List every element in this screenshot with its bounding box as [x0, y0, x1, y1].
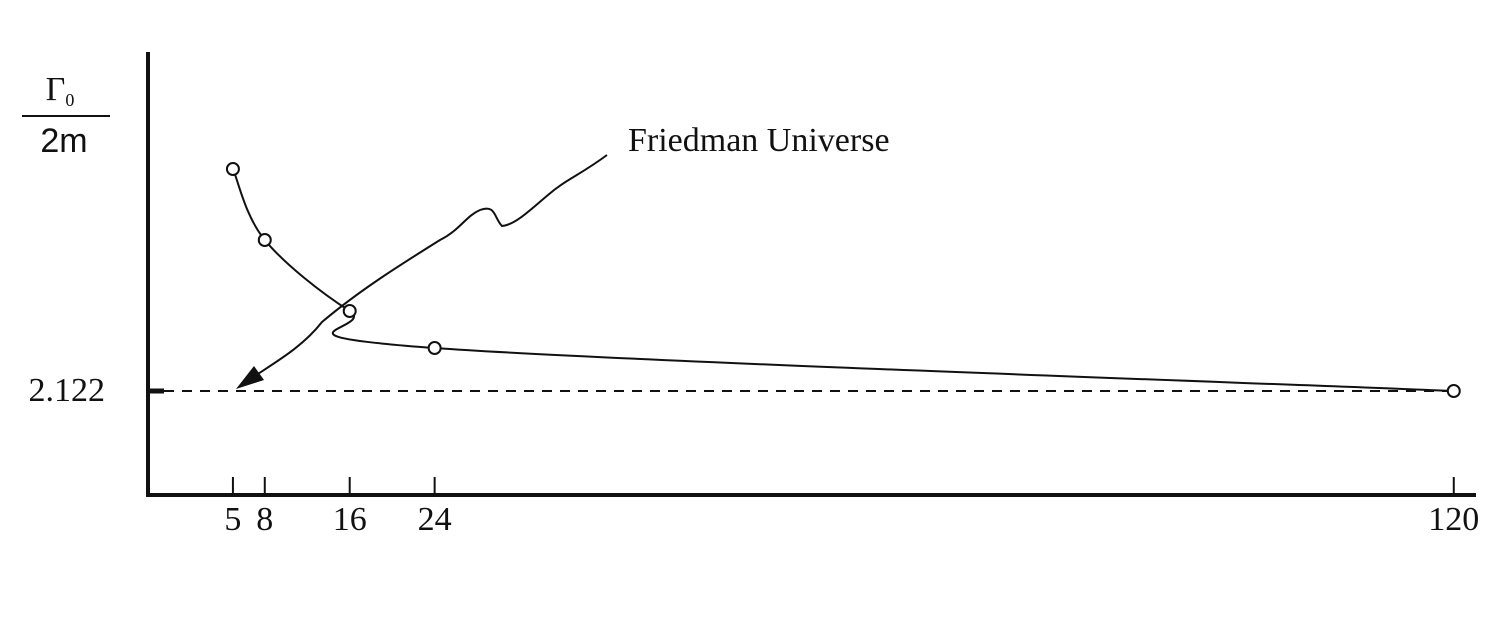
x-tick-label: 24: [418, 501, 452, 538]
y-label-symbol: Γ0: [46, 71, 75, 110]
annotation: Friedman Universe: [628, 122, 890, 159]
x-tick-label: 16: [333, 501, 367, 538]
arrow-head: [236, 366, 264, 389]
data-point: [257, 233, 272, 247]
annotation-arrow: [245, 154, 608, 383]
y-tick-label: 2.122: [29, 372, 106, 409]
data-point: [225, 162, 240, 176]
data-point: [1446, 384, 1461, 398]
data-point: [342, 304, 357, 318]
y-label-denominator: 2m: [40, 122, 87, 160]
x-tick-label: 120: [1428, 501, 1479, 538]
x-tick-label: 8: [256, 501, 273, 538]
data-point: [427, 341, 442, 355]
data-line: [232, 168, 1454, 392]
x-tick-label: 5: [224, 501, 241, 538]
